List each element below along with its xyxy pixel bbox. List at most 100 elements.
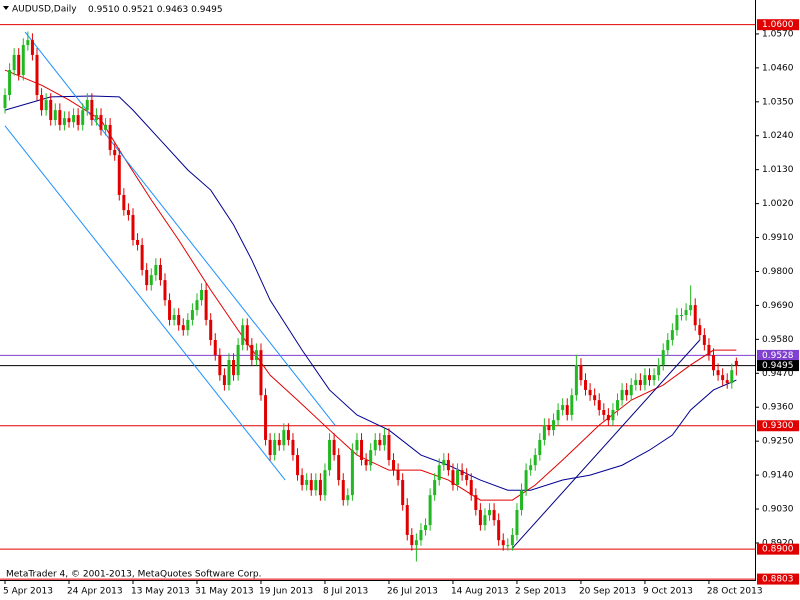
candle-body <box>53 110 57 121</box>
x-tick-label: 2 Sep 2013 <box>515 587 566 597</box>
indicator-line <box>4 95 737 491</box>
candle-body <box>12 54 16 71</box>
candle-body <box>232 360 236 376</box>
indicator-line <box>24 31 336 426</box>
candle-body <box>218 355 222 376</box>
candle-body <box>341 480 345 501</box>
candle-body <box>675 314 679 331</box>
candle-body <box>501 540 505 546</box>
candle-body <box>291 439 295 456</box>
candle-body <box>81 110 85 125</box>
candle-body <box>62 118 66 125</box>
candle-body <box>318 480 322 496</box>
candle-body <box>186 319 190 331</box>
candle-body <box>465 475 469 481</box>
candle-body <box>533 455 537 466</box>
candle-body <box>181 325 185 331</box>
candle-body <box>158 265 162 281</box>
x-tick-label: 14 Aug 2013 <box>451 587 509 597</box>
candle-body <box>661 350 665 365</box>
candle-body <box>355 439 359 451</box>
axis-group: 1.0570 1.0460 1.0350 1.0240 1.0130 1.0020 0.99… <box>3 19 799 597</box>
candle-body <box>483 515 487 526</box>
candle-body <box>126 210 130 216</box>
candle-body <box>702 335 706 345</box>
candle-body <box>602 410 606 415</box>
candle-body <box>328 439 332 471</box>
candle-body <box>611 410 615 421</box>
y-tick-label: 1.0130 <box>762 165 794 175</box>
candle-body <box>698 325 702 336</box>
candle-body <box>520 490 524 510</box>
candle-body <box>506 545 510 547</box>
candle-body <box>497 520 501 541</box>
plot-area <box>0 24 755 580</box>
candle-body <box>392 459 396 471</box>
candle-body <box>26 40 30 46</box>
candle-body <box>3 95 7 108</box>
candle-body <box>565 405 569 415</box>
x-tick-label: 19 Jun 2013 <box>259 587 313 597</box>
candle-body <box>282 430 286 446</box>
y-tick-label: 0.9910 <box>762 233 794 243</box>
candle-body <box>428 495 432 526</box>
candle-body <box>117 155 121 195</box>
candle-body <box>227 360 231 386</box>
candle-body <box>154 265 158 276</box>
candle-body <box>268 439 272 456</box>
candle-body <box>373 439 377 451</box>
candle-body <box>309 480 313 491</box>
candle-body <box>364 459 368 466</box>
candle-body <box>437 465 441 481</box>
level-label-box <box>757 573 799 585</box>
candle-body <box>529 465 533 471</box>
x-tick-label: 8 Jul 2013 <box>323 587 368 597</box>
candle-body <box>725 380 729 384</box>
x-tick-label: 20 Sep 2013 <box>579 587 636 597</box>
candle-body <box>314 480 318 491</box>
level-label-box <box>757 19 799 31</box>
y-tick-label: 1.0570 <box>762 29 794 39</box>
candle-body <box>131 215 135 241</box>
candle-body <box>410 534 414 546</box>
candle-body <box>177 314 181 326</box>
x-tick-label: 9 Oct 2013 <box>643 587 693 597</box>
candle-body <box>250 344 254 361</box>
y-tick-label: 0.9470 <box>762 369 794 379</box>
candle-body <box>648 375 652 381</box>
candle-body <box>396 470 400 481</box>
candle-body <box>629 385 633 396</box>
candle-body <box>163 280 167 301</box>
candle-body <box>168 300 172 320</box>
candle-body <box>574 364 578 396</box>
header-low: 0.9463 <box>157 5 189 15</box>
candle-body <box>620 389 624 401</box>
candle-body <box>305 480 309 485</box>
candle-body <box>259 350 263 396</box>
candle-body <box>593 395 597 401</box>
candle-body <box>424 525 428 531</box>
candle-body <box>58 110 62 125</box>
candle-body <box>510 534 514 546</box>
candle-body <box>721 375 725 381</box>
candle-body <box>286 430 290 440</box>
candle-body <box>414 540 418 546</box>
candle-body <box>241 325 245 345</box>
candle-body <box>638 380 642 386</box>
candle-body <box>616 400 620 411</box>
candle-body <box>570 395 574 415</box>
candle-body <box>524 470 528 491</box>
candle-body <box>136 240 140 245</box>
header-values: 0.9510 0.9521 0.9463 0.9495 <box>88 5 223 15</box>
footer: MetaTrader 4, © 2001-2013, MetaQuotes So… <box>6 570 262 580</box>
candle-body <box>350 450 354 496</box>
menu-triangle <box>3 6 9 10</box>
candle-body <box>264 395 268 440</box>
candle-body <box>433 480 437 496</box>
candle-body <box>40 95 44 111</box>
candle-body <box>200 290 204 301</box>
candle-body <box>172 314 176 320</box>
candle-body <box>296 455 300 476</box>
candle-body <box>643 375 647 386</box>
